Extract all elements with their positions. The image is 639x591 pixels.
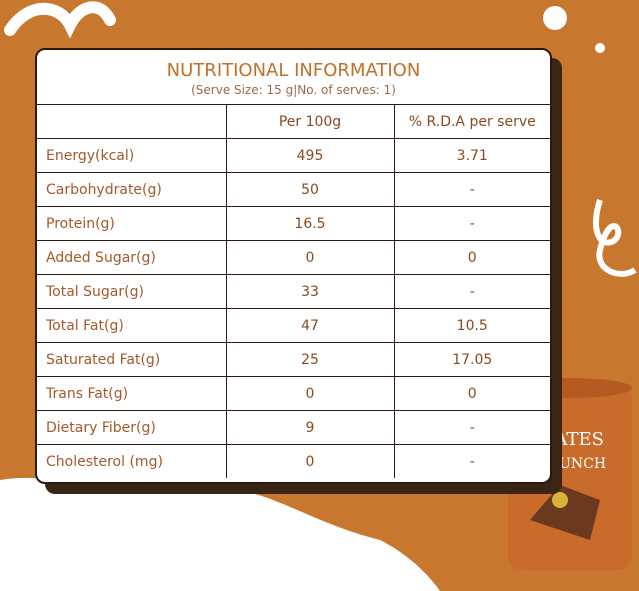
value-cell: 495 — [225, 138, 395, 173]
table-row: Total Sugar(g) 33- — [37, 274, 550, 309]
table-row: Trans Fat(g) 0 0 — [37, 376, 550, 411]
value-cell: - — [393, 410, 550, 445]
value-cell: 50 — [225, 172, 395, 207]
value-cell: 17.05 — [393, 342, 550, 377]
nutrition-table: Per 100g% R.D.A per serve Energy(kcal) 495… — [37, 105, 550, 478]
value-cell: 0 — [225, 376, 395, 411]
card-header: NUTRITIONAL INFORMATION (Serve Size: 15 … — [37, 50, 550, 105]
table-row: Carbohydrate(g) 50- — [37, 172, 550, 207]
dot — [543, 6, 567, 30]
table-row: Cholesterol (mg) 0- — [37, 444, 550, 478]
value-cell: 16.5 — [225, 206, 395, 241]
product-name: CRUNCH — [538, 456, 606, 472]
header-cell: Per 100g — [225, 105, 395, 139]
header-cell: % R.D.A per serve — [393, 105, 550, 139]
table-row: Saturated Fat(g) 25 17.05 — [37, 342, 550, 377]
table-row: Protein(g) 16.5- — [37, 206, 550, 241]
nutrient-name: Cholesterol (mg) — [37, 444, 227, 478]
blob — [0, 477, 440, 591]
value-cell: 0 — [225, 240, 395, 275]
nutrient-name: Total Fat(g) — [37, 308, 227, 343]
nutrient-name: Energy(kcal) — [37, 138, 227, 173]
header-row: Per 100g% R.D.A per serve — [37, 105, 550, 139]
nutrient-name: Added Sugar(g) — [37, 240, 227, 275]
nutrient-name: Dietary Fiber(g) — [37, 410, 227, 445]
table-row: Energy(kcal) 495 3.71 — [37, 138, 550, 173]
value-cell: 0 — [393, 376, 550, 411]
value-cell: 0 — [225, 444, 395, 478]
squiggle — [4, 1, 116, 39]
value-cell: - — [393, 274, 550, 309]
nutrient-name: Total Sugar(g) — [37, 274, 227, 309]
table-row: Dietary Fiber(g) 9- — [37, 410, 550, 445]
value-cell: - — [393, 172, 550, 207]
value-cell: 10.5 — [393, 308, 550, 343]
subtitle: (Serve Size: 15 g|No. of serves: 1) — [191, 83, 396, 97]
header-cell — [37, 105, 227, 139]
nutrient-name: Saturated Fat(g) — [37, 342, 227, 377]
value-cell: 9 — [225, 410, 395, 445]
value-cell: 47 — [225, 308, 395, 343]
value-cell: - — [393, 444, 550, 478]
table-row: Added Sugar(g) 0 0 — [37, 240, 550, 275]
table-row: Total Fat(g) 47 10.5 — [37, 308, 550, 343]
nutrition-card: NUTRITIONAL INFORMATION (Serve Size: 15 … — [35, 48, 552, 484]
value-cell: 0 — [393, 240, 550, 275]
value-cell: 33 — [225, 274, 395, 309]
nutrient-name: Protein(g) — [37, 206, 227, 241]
value-cell: 25 — [225, 342, 395, 377]
nutrient-name: Trans Fat(g) — [37, 376, 227, 411]
title: NUTRITIONAL INFORMATION — [166, 60, 421, 81]
value-cell: - — [393, 206, 550, 241]
nutrient-name: Carbohydrate(g) — [37, 172, 227, 207]
product-name: DATES — [540, 429, 604, 450]
dot — [595, 43, 605, 53]
squiggle — [593, 199, 637, 277]
value-cell: 3.71 — [393, 138, 550, 173]
